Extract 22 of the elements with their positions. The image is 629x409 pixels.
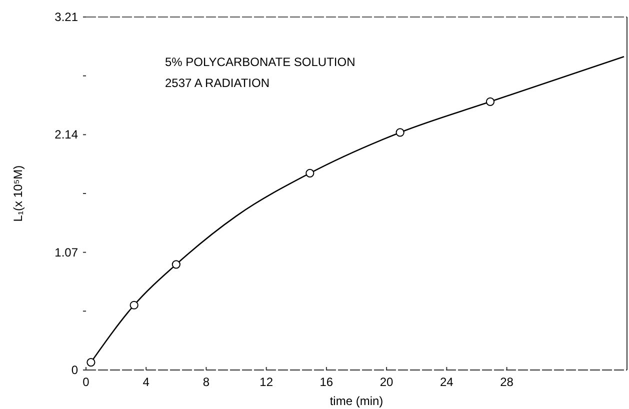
x-tick-label: 20 xyxy=(380,375,394,389)
x-tick-label: 28 xyxy=(500,375,514,389)
x-tick-label: 0 xyxy=(82,375,90,389)
point xyxy=(396,128,404,137)
point xyxy=(86,358,96,367)
y-axis-title: L₁(x 10⁵M) xyxy=(11,165,25,222)
y-tick-label: 0 xyxy=(71,363,78,377)
point xyxy=(306,168,314,178)
x-tick-label: 4 xyxy=(142,375,150,389)
x-tick-label: 16 xyxy=(320,375,334,389)
annotation: 5% POLYCARBONATE SOLUTION xyxy=(165,55,356,69)
x-tick-label: 12 xyxy=(260,375,274,389)
x-axis-title: time (min) xyxy=(330,394,384,408)
point xyxy=(172,260,180,269)
x-tick-label: 8 xyxy=(202,375,210,389)
annotation: 2537 A RADIATION xyxy=(165,76,270,90)
y-tick-label: 2.14 xyxy=(54,128,78,142)
x-tick-label: 24 xyxy=(440,375,454,389)
point xyxy=(486,97,495,106)
y-tick-label: 3.21 xyxy=(54,10,78,24)
point xyxy=(130,300,138,310)
y-tick-label: 1.07 xyxy=(54,245,78,260)
